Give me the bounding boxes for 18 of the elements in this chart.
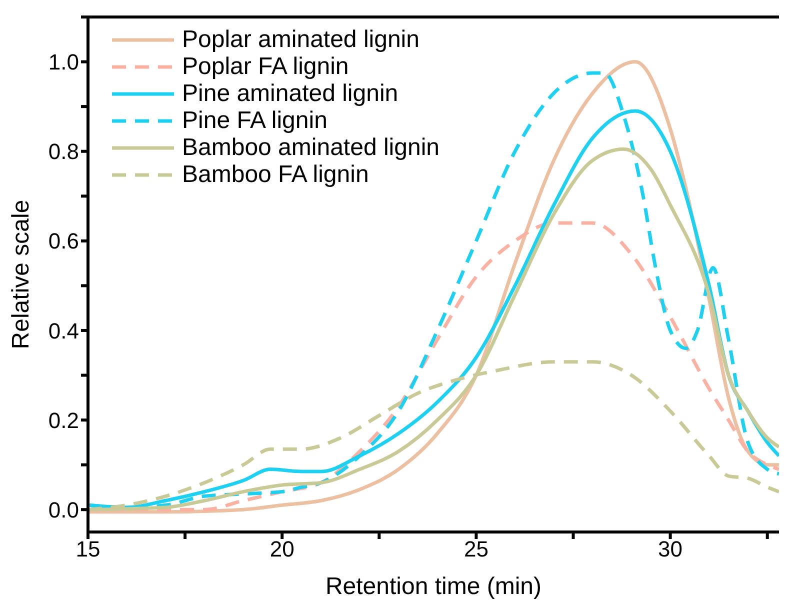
y-tick-label: 0.0 — [48, 497, 79, 522]
legend-label: Bamboo FA lignin — [182, 160, 369, 188]
y-tick-label: 0.4 — [48, 318, 79, 344]
x-tick-label: 30 — [658, 536, 683, 562]
legend-label: Poplar FA lignin — [182, 52, 349, 80]
legend-label: Pine FA lignin — [182, 106, 328, 134]
x-axis-title: Retention time (min) — [325, 573, 542, 600]
legend-label: Pine aminated lignin — [182, 80, 398, 108]
y-tick-label: 0.2 — [48, 408, 79, 433]
legend-label: Poplar aminated lignin — [182, 26, 420, 54]
x-tick-label: 25 — [464, 536, 488, 562]
y-tick-label: 0.8 — [48, 139, 79, 164]
y-axis-title: Relative scale — [8, 200, 35, 350]
x-tick-label: 20 — [270, 536, 294, 562]
y-tick-label: 1.0 — [48, 50, 79, 75]
x-tick-label: 15 — [76, 536, 100, 562]
y-tick-label: 0.6 — [48, 228, 79, 254]
legend-label: Bamboo aminated lignin — [182, 134, 440, 162]
